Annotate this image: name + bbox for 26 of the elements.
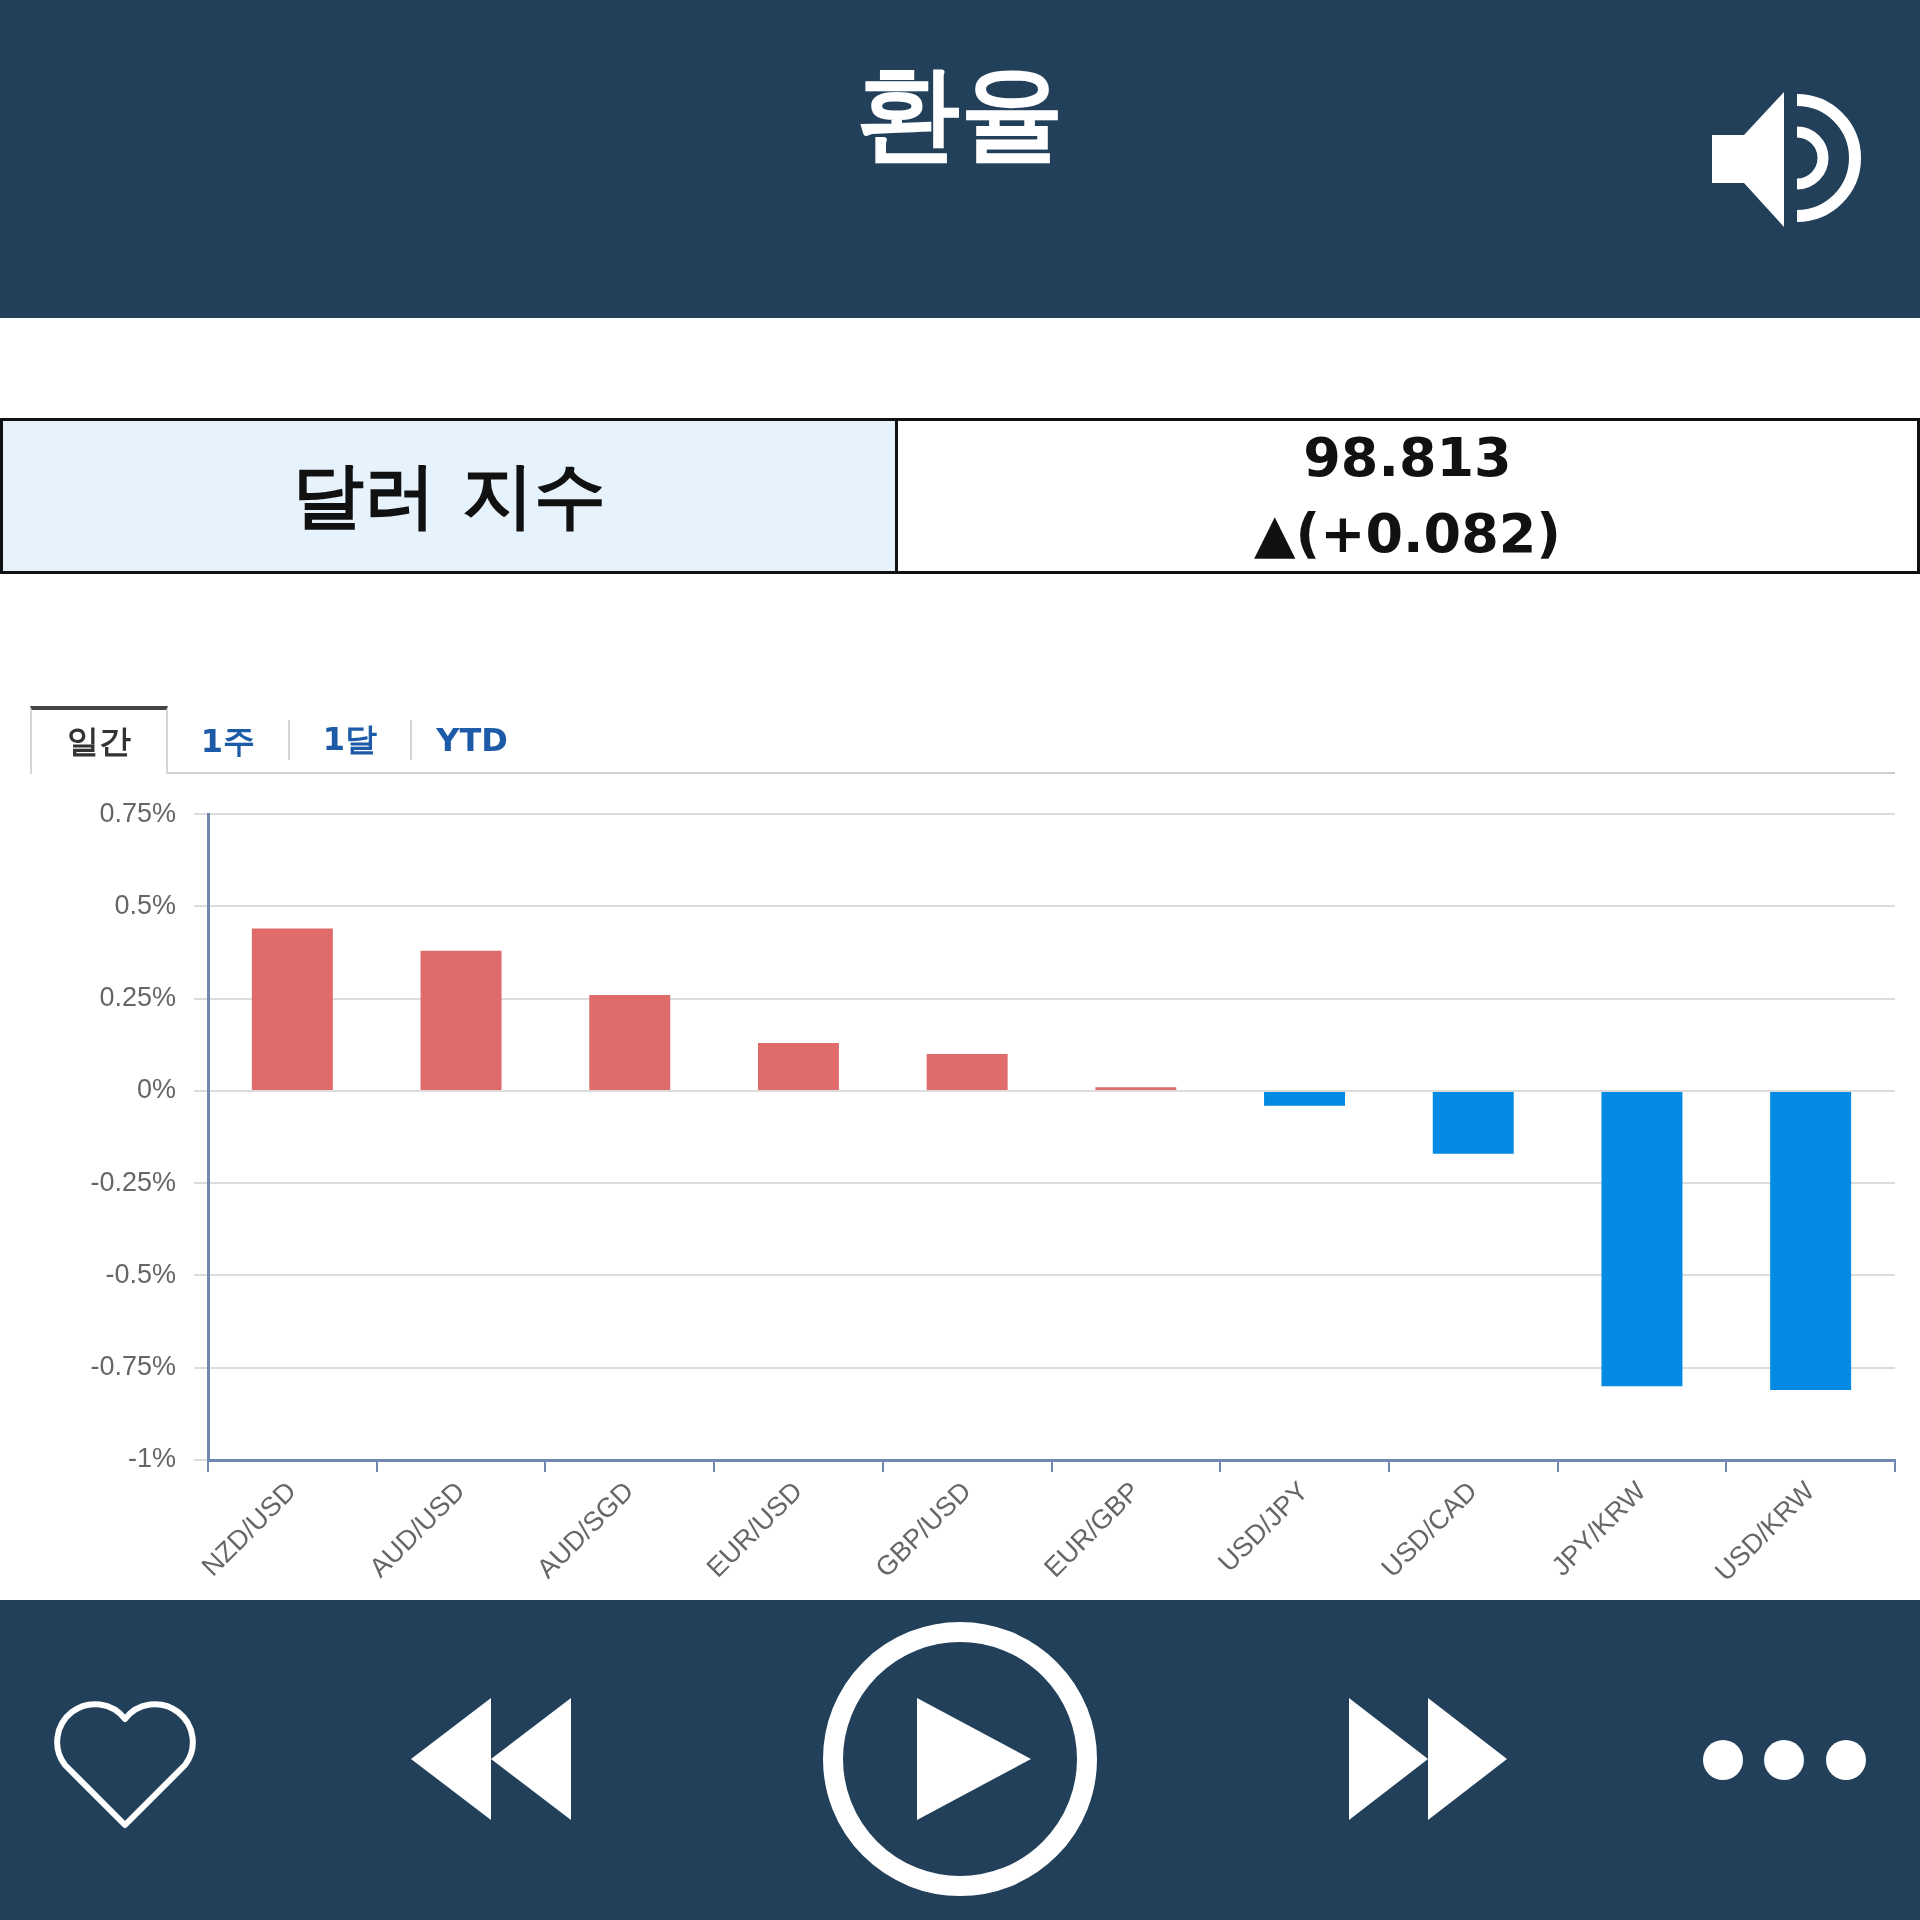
y-tick-label: 0% bbox=[136, 1074, 176, 1105]
text: 달러 지수 bbox=[3, 421, 898, 571]
y-tick-label: 0.75% bbox=[99, 797, 176, 828]
bar bbox=[251, 928, 333, 1090]
y-tick-label: -0.75% bbox=[90, 1351, 176, 1382]
bar bbox=[589, 995, 671, 1090]
bar bbox=[1432, 1091, 1514, 1154]
text: ▲(+0.082) bbox=[1254, 501, 1561, 567]
text: 1달 bbox=[288, 720, 410, 760]
bar bbox=[1770, 1091, 1852, 1390]
text: YTD bbox=[410, 720, 532, 760]
bar bbox=[926, 1054, 1008, 1090]
bar bbox=[1264, 1091, 1346, 1106]
y-tick-label: 0.25% bbox=[99, 982, 176, 1013]
y-tick-label: -0.5% bbox=[105, 1258, 176, 1289]
bar bbox=[420, 950, 502, 1090]
text: 98.813 bbox=[1303, 425, 1512, 491]
chart-title: 환율 bbox=[855, 51, 1065, 176]
bar bbox=[1601, 1091, 1683, 1387]
text: 1주 bbox=[199, 721, 257, 762]
y-tick-label: -1% bbox=[127, 1443, 176, 1474]
bar bbox=[1095, 1087, 1177, 1090]
y-tick-label: 0.5% bbox=[114, 889, 176, 920]
bar bbox=[757, 1043, 839, 1090]
text: 일간 bbox=[30, 706, 168, 774]
y-tick-label: -0.25% bbox=[90, 1166, 176, 1197]
